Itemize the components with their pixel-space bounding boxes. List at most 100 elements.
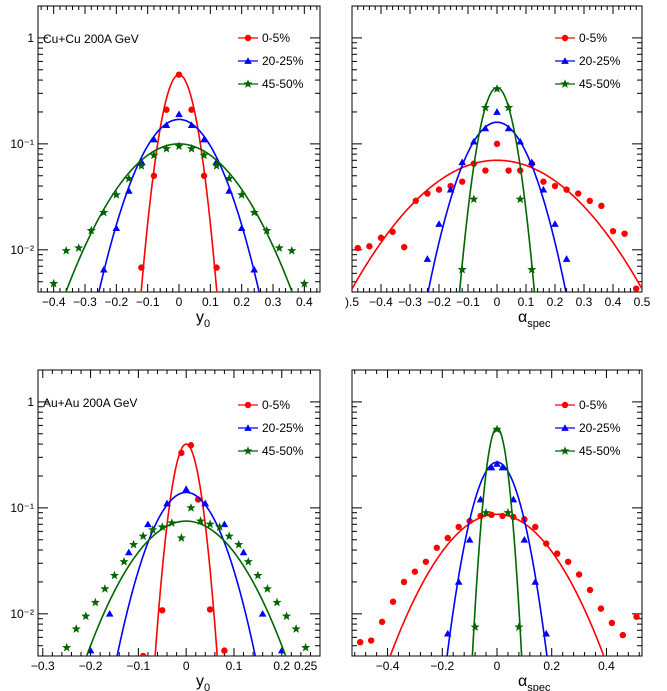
data-point bbox=[109, 570, 120, 580]
x-tick-label: −0.1 bbox=[127, 659, 151, 673]
x-tick-label: 0 bbox=[494, 295, 501, 309]
data-point bbox=[423, 255, 432, 262]
fit-curve-45-50% bbox=[65, 143, 293, 292]
data-point bbox=[200, 135, 208, 143]
data-point bbox=[99, 207, 109, 217]
legend-label: 45-50% bbox=[579, 444, 621, 458]
plot-frame bbox=[351, 5, 643, 293]
legend-marker bbox=[561, 34, 569, 42]
data-point bbox=[470, 622, 480, 631]
x-tick-label: 0.2 bbox=[543, 659, 560, 673]
data-point bbox=[414, 290, 417, 292]
data-point bbox=[215, 522, 225, 531]
data-point bbox=[543, 540, 550, 547]
data-point bbox=[540, 178, 547, 185]
data-point bbox=[493, 140, 501, 148]
data-point bbox=[162, 121, 171, 129]
legend-label: 45-50% bbox=[262, 444, 304, 458]
legend-label: 0-5% bbox=[262, 31, 290, 45]
data-point bbox=[477, 512, 484, 520]
x-axis-label: αspec bbox=[518, 673, 551, 691]
data-point bbox=[401, 243, 408, 251]
x-tick-label: 0.1 bbox=[226, 659, 243, 673]
panel-bottom-left: −0.3 −0.2 −0.1 0 0.1 0.2 0.25 1 10⁻¹ 10⁻² y0 Au+Au … bbox=[10, 369, 321, 691]
x-tick-label: 0.1 bbox=[518, 295, 535, 309]
legend-label: 0-5% bbox=[579, 398, 607, 412]
data-point bbox=[412, 197, 419, 205]
data-point bbox=[575, 571, 583, 578]
x-tick-label: −0.4 bbox=[369, 295, 393, 309]
data-point bbox=[443, 629, 452, 637]
data-point bbox=[553, 550, 561, 557]
fit-curve-20-25% bbox=[446, 461, 548, 656]
data-point bbox=[470, 137, 478, 145]
data-point bbox=[105, 610, 114, 617]
data-point bbox=[444, 534, 451, 542]
x-axis-label: αspec bbox=[518, 309, 551, 330]
data-point bbox=[422, 558, 430, 565]
data-point bbox=[503, 507, 513, 517]
data-point bbox=[187, 121, 196, 129]
data-point bbox=[224, 173, 234, 183]
plot-area bbox=[352, 84, 642, 292]
data-point bbox=[161, 143, 172, 153]
data-point bbox=[354, 244, 361, 252]
panel-annotation: Cu+Cu 200A GeV bbox=[43, 32, 139, 46]
data-point bbox=[205, 519, 215, 529]
legend-marker bbox=[244, 424, 252, 431]
data-point bbox=[125, 548, 133, 556]
data-point bbox=[435, 186, 443, 193]
data-point bbox=[149, 150, 159, 160]
data-point bbox=[389, 228, 396, 235]
data-point bbox=[505, 167, 512, 174]
x-tick-label: 0.1 bbox=[202, 295, 219, 309]
data-point bbox=[487, 463, 496, 471]
data-point bbox=[243, 556, 253, 566]
data-point bbox=[455, 523, 462, 531]
data-point bbox=[389, 598, 397, 605]
data-point bbox=[187, 442, 195, 449]
x-tick-label: 0.4 bbox=[296, 295, 313, 309]
legend-marker bbox=[561, 424, 569, 431]
data-point bbox=[71, 624, 81, 633]
legend-label: 20-25% bbox=[262, 54, 304, 68]
x-tick-label: 0.2 bbox=[273, 659, 290, 673]
data-point bbox=[633, 285, 640, 292]
data-point bbox=[262, 584, 272, 593]
data-point bbox=[175, 71, 183, 78]
data-point bbox=[157, 522, 167, 531]
fit-curve-20-25% bbox=[427, 121, 567, 292]
data-point bbox=[492, 84, 502, 93]
data-point bbox=[175, 110, 183, 118]
data-point bbox=[272, 597, 282, 607]
data-point bbox=[551, 182, 559, 190]
x-axis-label: y0 bbox=[196, 673, 210, 691]
data-point bbox=[111, 190, 121, 199]
x-tick-label: −0.2 bbox=[427, 295, 451, 309]
panel-bottom-right: −0.4 −0.2 0 0.2 0.4 αspec 0-5% 20-25% 45-50% bbox=[351, 369, 643, 691]
data-point bbox=[564, 558, 572, 565]
data-point bbox=[586, 586, 594, 594]
data-point bbox=[188, 106, 195, 113]
x-tick-label: −0.4 bbox=[376, 659, 400, 673]
data-point bbox=[237, 190, 247, 199]
data-point bbox=[124, 173, 134, 183]
fit-curve-45-50% bbox=[85, 520, 287, 656]
x-tick-label: −0.1 bbox=[456, 295, 480, 309]
data-point bbox=[516, 137, 524, 145]
data-point bbox=[586, 197, 593, 205]
data-point bbox=[424, 190, 431, 197]
data-point bbox=[577, 290, 580, 292]
data-point bbox=[357, 638, 364, 646]
plot-frame bbox=[37, 369, 321, 657]
data-point bbox=[481, 124, 490, 132]
data-point bbox=[249, 207, 259, 217]
data-point bbox=[531, 578, 540, 585]
data-point bbox=[465, 535, 474, 543]
x-tick-label: ).5 bbox=[345, 295, 359, 309]
x-tick-label: −0.2 bbox=[104, 295, 128, 309]
data-point bbox=[551, 220, 559, 227]
data-point bbox=[163, 106, 170, 113]
data-point bbox=[291, 624, 301, 633]
legend-marker bbox=[244, 401, 252, 409]
